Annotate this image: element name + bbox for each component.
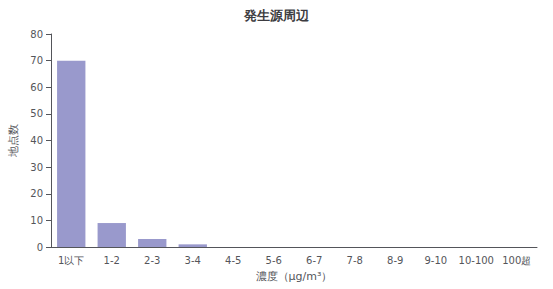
svg-text:40: 40 [30, 135, 43, 146]
svg-text:60: 60 [30, 82, 43, 93]
svg-text:0: 0 [37, 242, 43, 253]
svg-text:5-6: 5-6 [266, 255, 282, 266]
svg-text:8-9: 8-9 [387, 255, 403, 266]
svg-text:10-100: 10-100 [459, 255, 494, 266]
svg-text:70: 70 [30, 55, 43, 66]
svg-text:20: 20 [30, 188, 43, 199]
svg-text:9-10: 9-10 [424, 255, 447, 266]
svg-text:7-8: 7-8 [347, 255, 363, 266]
svg-text:1以下: 1以下 [58, 255, 84, 266]
svg-text:2-3: 2-3 [144, 255, 160, 266]
svg-text:1-2: 1-2 [104, 255, 120, 266]
svg-text:3-4: 3-4 [185, 255, 201, 266]
svg-text:6-7: 6-7 [306, 255, 322, 266]
svg-text:30: 30 [30, 162, 43, 173]
svg-text:100超: 100超 [502, 255, 531, 266]
svg-text:4-5: 4-5 [225, 255, 241, 266]
svg-text:濃度（μg/m³）: 濃度（μg/m³） [256, 270, 333, 283]
svg-text:80: 80 [30, 29, 43, 40]
svg-text:50: 50 [30, 108, 43, 119]
svg-text:地点数: 地点数 [7, 124, 20, 158]
svg-text:10: 10 [30, 215, 43, 226]
svg-text:発生源周辺: 発生源周辺 [243, 8, 310, 23]
